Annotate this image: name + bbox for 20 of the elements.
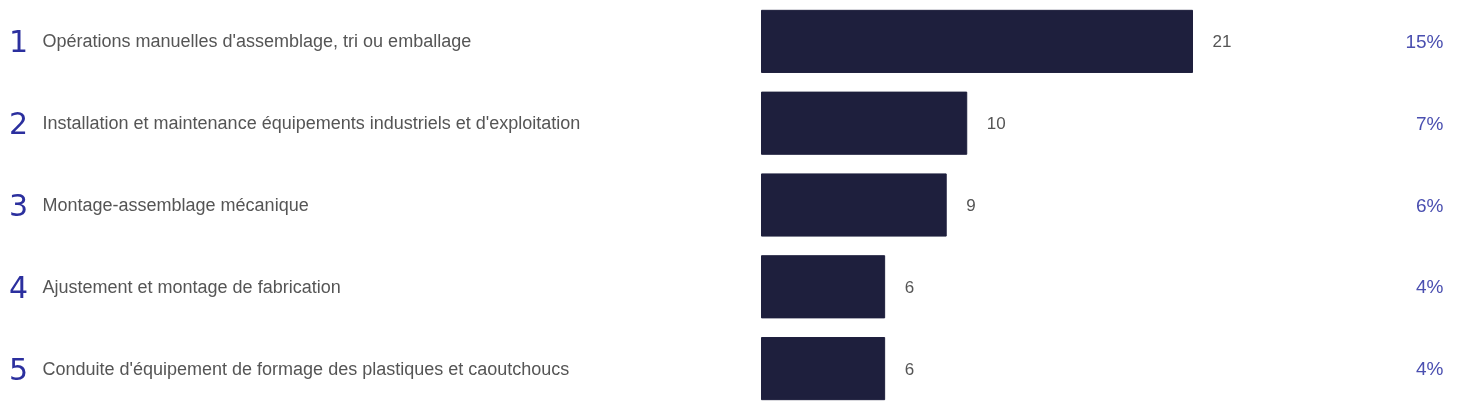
text: 15% (1405, 30, 1444, 52)
y-tick-label: 2 Installation et maintenance équipements industriels et d'exploitation (8, 106, 581, 142)
y-tick-label: 3 Montage-assemblage mécanique (8, 188, 309, 223)
bar (761, 91, 968, 155)
text: 7% (1416, 112, 1444, 134)
y-tick-label: 1 Opérations manuelles d'assemblage, tri ou emballage (8, 24, 472, 60)
bar (761, 337, 886, 401)
data-label: 6 (904, 359, 915, 379)
bar (761, 9, 1193, 73)
text: 6% (1416, 194, 1444, 216)
data-label: 6 (904, 277, 915, 297)
y-tick-label: 4 Ajustement et montage de fabrication (8, 269, 341, 305)
data-label: 9 (966, 196, 976, 215)
data-label: 21 (1212, 32, 1232, 52)
y-tick-label: 5 Conduite d'équipement de formage des plastiques et caoutchoucs (8, 351, 570, 387)
bar (761, 173, 947, 237)
text: 4% (1416, 358, 1444, 380)
text: 4% (1416, 276, 1444, 298)
data-label: 10 (986, 114, 1006, 134)
bar (761, 255, 886, 319)
